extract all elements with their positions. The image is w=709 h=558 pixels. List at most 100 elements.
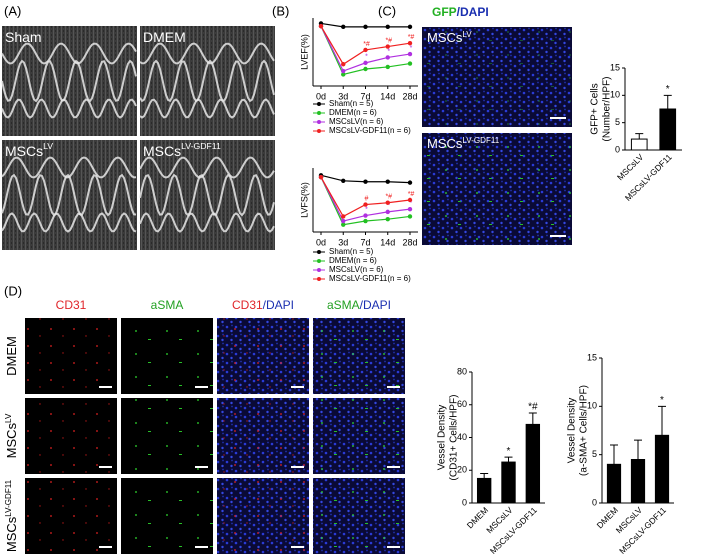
data-point — [385, 217, 390, 222]
point-label: * — [365, 206, 368, 213]
y-tick-label: 0 — [592, 497, 597, 507]
error-bar — [480, 473, 489, 479]
point-label: * — [365, 54, 368, 61]
legend-label: MSCsLV-GDF11(n = 6) — [329, 126, 411, 135]
label-text: MSCs — [5, 143, 43, 159]
significance-label: * — [507, 446, 511, 457]
legend-marker — [317, 277, 321, 281]
data-point — [341, 68, 346, 74]
data-point — [318, 23, 324, 29]
bar — [654, 434, 670, 504]
images — [1, 26, 572, 554]
data-point — [407, 197, 413, 203]
legend-marker — [317, 259, 321, 263]
y-axis-label: Vessel Density — [437, 405, 448, 471]
bar — [606, 463, 622, 504]
echo-trace — [139, 173, 275, 217]
scale-bar — [195, 466, 208, 468]
data-point — [385, 24, 390, 30]
data-point — [363, 66, 368, 72]
scale-bar — [99, 546, 112, 548]
title-part: /DAPI — [457, 5, 489, 19]
label-text: MSCs — [4, 422, 19, 458]
bar — [525, 423, 541, 504]
header-part: aSMA — [151, 298, 184, 312]
data-point — [407, 214, 413, 219]
micro-overlay — [313, 478, 405, 554]
panel-label: (D) — [4, 283, 22, 298]
y-tick-label: 10 — [587, 401, 597, 411]
scale-bar — [550, 117, 566, 119]
echo-trace — [139, 212, 275, 233]
scale-bar — [99, 386, 112, 388]
error-bar — [635, 133, 644, 140]
y-tick-label: 20 — [457, 465, 467, 475]
label-text: MSCs — [4, 516, 19, 552]
point-label: * — [387, 48, 390, 55]
data-point — [341, 218, 346, 224]
legend-label: MSCsLV-GDF11(n = 6) — [329, 274, 411, 283]
data-point — [385, 55, 390, 60]
x-tick-label: 28d — [402, 91, 417, 101]
image-label: MSCsLV — [5, 141, 53, 158]
y-tick-label: 80 — [457, 366, 467, 376]
point-label: # — [365, 195, 369, 202]
x-tick-label: 3d — [338, 91, 348, 101]
label-sup: LV-GDF11 — [4, 479, 13, 516]
x-tick-label: 14d — [380, 237, 395, 247]
panel-label: (C) — [378, 3, 396, 18]
data-point — [385, 209, 390, 215]
y-axis-label: (CD31+ Cells/HPF) — [449, 395, 460, 481]
data-point — [341, 178, 346, 183]
legend-label: DMEM(n = 6) — [329, 256, 377, 265]
significance-label: * — [660, 395, 664, 406]
bar — [659, 108, 677, 151]
title-part: GFP — [432, 5, 457, 19]
header-part: CD31 — [56, 298, 87, 312]
image-label: MSCsLV-GDF11 — [143, 141, 221, 158]
micro-overlay — [25, 478, 117, 554]
column-header: CD31/DAPI — [232, 298, 294, 312]
x-tick-label: 28d — [402, 237, 417, 247]
echo-trace — [139, 156, 275, 179]
legend-label: DMEM(n = 6) — [329, 108, 377, 117]
y-tick-label: 0 — [462, 497, 467, 507]
bar — [630, 138, 648, 151]
data-point — [407, 61, 413, 66]
label-sup: LV — [43, 141, 53, 151]
label-sup: LV — [4, 413, 13, 423]
error-bar — [528, 412, 537, 425]
scale-bar — [195, 546, 208, 548]
image-label: DMEM — [143, 29, 186, 45]
header-part: /DAPI — [263, 298, 294, 312]
micro-overlay — [313, 398, 405, 474]
label-sup: LV — [462, 30, 472, 39]
scale-bar — [195, 386, 208, 388]
y-axis-label: (a-SMA+ Cells/HPF) — [579, 385, 590, 476]
panel-title: GFP/DAPI — [432, 5, 489, 19]
label-text: MSCs — [143, 143, 181, 159]
data-point — [385, 200, 390, 205]
y-axis-label: (Number/HPF) — [602, 76, 613, 141]
y-tick-label: 10 — [610, 90, 620, 100]
image-label: DMEM — [4, 336, 19, 376]
x-tick-label: 7d — [360, 91, 370, 101]
echo-trace — [1, 212, 137, 233]
micro-overlay — [422, 133, 572, 245]
legend-marker — [317, 120, 321, 124]
data-point — [385, 179, 390, 184]
data-point — [318, 174, 324, 180]
x-tick-label: 0d — [316, 91, 326, 101]
point-label: *# — [408, 34, 415, 41]
y-axis-label: LVFS(%) — [299, 182, 309, 218]
micro-overlay — [313, 318, 405, 394]
column-header: aSMA/DAPI — [327, 298, 391, 312]
data-point — [341, 24, 346, 30]
micro-overlay — [422, 27, 572, 127]
legend-marker — [317, 111, 321, 115]
label-text: Sham — [5, 29, 42, 45]
scale-bar — [291, 546, 304, 548]
data-point — [407, 24, 413, 30]
label-text: MSCs — [427, 136, 463, 151]
